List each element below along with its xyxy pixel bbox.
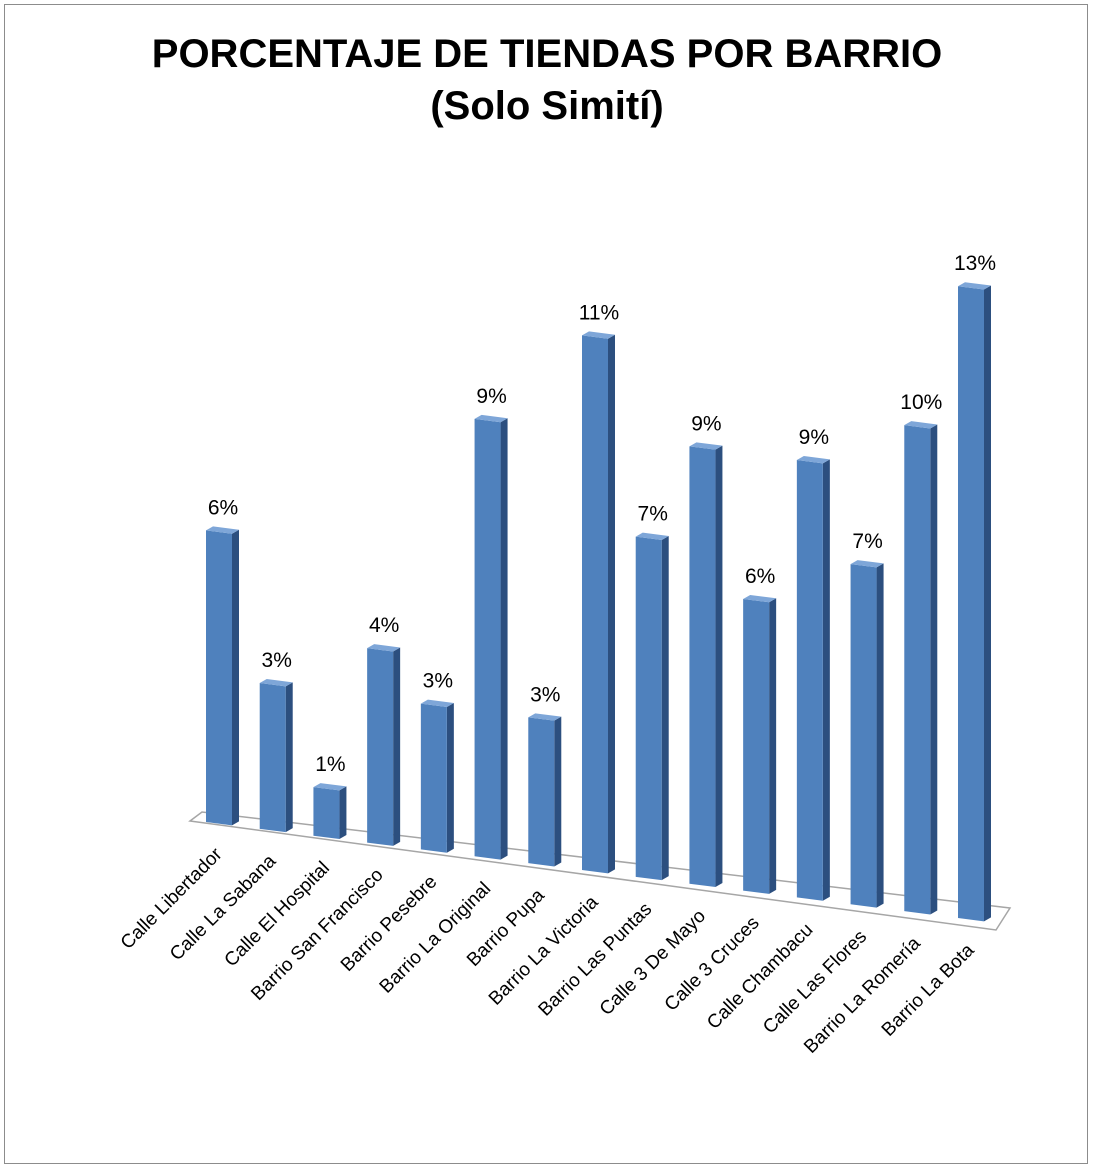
bar-value-label: 4% <box>369 614 399 637</box>
category-label: Barrio La Victoria <box>485 892 603 1010</box>
bar-value-label: 11% <box>579 301 619 324</box>
bar-top <box>474 414 508 423</box>
bar-front <box>420 703 447 853</box>
bar <box>259 679 293 833</box>
bar-front <box>528 717 555 867</box>
bar-side <box>661 535 669 881</box>
bar-top <box>367 644 401 652</box>
bar-value-label: 1% <box>315 753 345 776</box>
category-label: Calle Libertador <box>117 844 227 954</box>
category-label: Calle Chambacu <box>703 919 817 1033</box>
category-label: Barrio Las Puntas <box>535 899 657 1021</box>
bar-value-label: 3% <box>262 649 292 672</box>
bar-top <box>958 282 991 290</box>
category-label: Calle El Hospital <box>221 858 334 971</box>
bar-top <box>313 783 347 791</box>
bar-top <box>743 594 777 603</box>
bar-top <box>904 421 938 429</box>
bar-top <box>206 526 239 534</box>
bar-value-label: 6% <box>208 496 238 519</box>
bar-side <box>984 285 991 922</box>
bar-value-label: 9% <box>691 412 721 435</box>
bar-front <box>367 648 394 846</box>
category-label: Calle Las Flores <box>759 926 871 1038</box>
bar-side <box>393 647 401 846</box>
bar-front <box>582 335 608 874</box>
bar <box>743 594 777 894</box>
bar <box>850 560 884 908</box>
bar <box>206 526 239 826</box>
bar-side <box>285 682 293 833</box>
chart-title-block: PORCENTAJE DE TIENDAS POR BARRIO (Solo S… <box>0 28 1094 132</box>
bar-side <box>769 598 777 894</box>
bar <box>528 713 562 867</box>
bar-front <box>689 446 716 888</box>
bar <box>689 442 723 888</box>
bar <box>904 421 938 915</box>
bar-front <box>635 536 662 881</box>
bar-side <box>339 786 347 840</box>
category-label: Barrio La Romería <box>800 933 925 1058</box>
bar <box>367 644 401 846</box>
bar-side <box>232 529 239 826</box>
bar-side <box>554 716 562 867</box>
bar-top <box>850 560 884 568</box>
bar-side <box>715 445 723 888</box>
chart-subtitle: (Solo Simití) <box>430 84 664 128</box>
bar-top <box>259 679 293 687</box>
bar-side <box>930 424 938 915</box>
bar-front <box>904 425 931 915</box>
bar-value-label: 10% <box>900 391 942 414</box>
bar <box>313 783 347 840</box>
chart-title: PORCENTAJE DE TIENDAS POR BARRIO <box>151 32 943 76</box>
bar-top <box>582 331 615 339</box>
bar-front <box>206 530 232 826</box>
bar-top <box>528 713 562 721</box>
bar-side <box>876 563 884 908</box>
bar-front <box>743 598 770 894</box>
bar-side <box>500 418 508 860</box>
bar-front <box>474 418 501 860</box>
category-label: Barrio La Original <box>376 878 495 997</box>
bar-side <box>446 702 454 853</box>
category-label: Calle 3 De Mayo <box>596 906 710 1020</box>
bar-top <box>689 442 723 450</box>
bar-value-label: 3% <box>530 683 560 706</box>
bar <box>958 282 991 922</box>
bar <box>635 532 669 881</box>
bar-value-label: 6% <box>745 565 775 588</box>
bar-value-label: 7% <box>638 503 668 526</box>
category-label: Calle La Sabana <box>166 851 281 966</box>
bar-value-label: 7% <box>852 530 882 553</box>
bar-top <box>635 532 669 540</box>
bar-top <box>420 699 454 707</box>
bar-front <box>796 460 823 901</box>
bar-front <box>958 286 984 922</box>
bar-front <box>313 787 340 840</box>
bar-value-label: 3% <box>423 670 453 693</box>
bar <box>796 456 830 901</box>
bar-front <box>850 564 877 908</box>
bar-value-label: 9% <box>799 426 829 449</box>
bar-value-label: 13% <box>954 252 996 275</box>
bar-side <box>608 334 615 874</box>
bar <box>582 331 615 874</box>
bar-top <box>796 456 830 464</box>
bar <box>474 414 508 860</box>
bar-front <box>259 683 286 833</box>
bar <box>420 699 454 853</box>
bar-side <box>822 459 830 901</box>
bar-value-label: 9% <box>476 385 506 408</box>
